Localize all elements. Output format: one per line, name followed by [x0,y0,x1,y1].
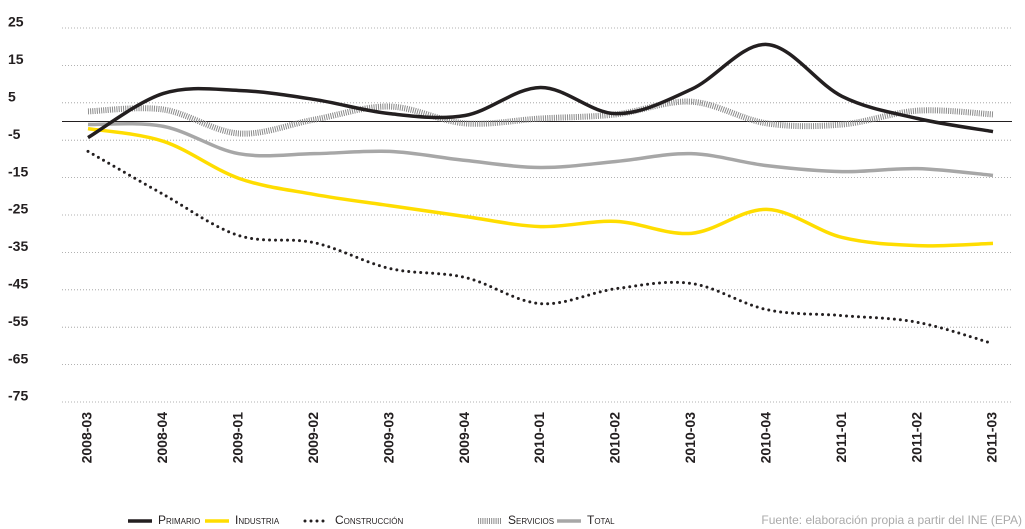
x-tick-label: 2010-03 [682,412,698,464]
legend-label: Servicios [508,513,554,527]
x-tick-label: 2011-02 [908,412,924,463]
x-tick-label: 2008-04 [154,412,170,464]
series-line [87,42,994,140]
y-tick-label: 25 [8,14,24,30]
series-line [87,121,994,178]
y-tick-label: -55 [8,313,28,329]
x-tick-label: 2009-03 [380,412,396,464]
x-tick-label: 2009-02 [305,412,321,464]
series-line [87,98,994,137]
y-tick-label: -35 [8,238,28,254]
x-tick-label: 2010-04 [757,412,773,464]
x-tick-label: 2011-01 [833,412,849,463]
x-tick-label: 2009-01 [230,412,246,464]
y-tick-label: -25 [8,201,28,217]
x-tick-label: 2010-02 [607,412,623,464]
y-tick-label: -15 [8,163,28,179]
y-tick-label: -65 [8,350,28,366]
legend-label: Primario [158,513,200,527]
x-tick-label: 2009-04 [456,412,472,464]
x-tick-label: 2011-03 [984,412,1000,463]
y-tick-label: -5 [8,126,21,142]
x-tick-label: 2010-01 [531,412,547,464]
legend-label: Total [587,513,615,527]
x-tick-label: 2008-03 [79,412,95,464]
series-line [86,149,995,346]
legend-label: Industria [235,513,280,527]
y-tick-label: -45 [8,276,28,292]
legend-label: Construcción [335,513,403,527]
source-note: Fuente: elaboración propia a partir del … [761,513,1022,527]
y-tick-label: 15 [8,51,24,67]
series-line [87,126,994,248]
y-tick-label: -75 [8,388,28,404]
y-tick-label: 5 [8,89,16,105]
